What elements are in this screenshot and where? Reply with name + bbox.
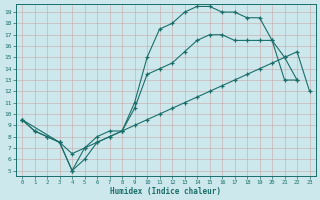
X-axis label: Humidex (Indice chaleur): Humidex (Indice chaleur) [110,187,221,196]
